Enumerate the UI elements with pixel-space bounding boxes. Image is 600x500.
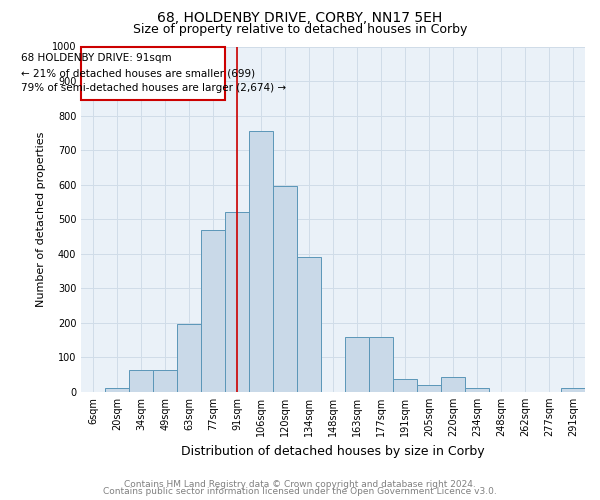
Bar	[225, 212, 249, 392]
Bar	[105, 388, 129, 392]
Text: Contains public sector information licensed under the Open Government Licence v3: Contains public sector information licen…	[103, 487, 497, 496]
Text: 68, HOLDENBY DRIVE, CORBY, NN17 5EH: 68, HOLDENBY DRIVE, CORBY, NN17 5EH	[157, 11, 443, 25]
Bar	[249, 131, 273, 392]
Bar	[393, 378, 417, 392]
Bar	[201, 230, 225, 392]
FancyBboxPatch shape	[81, 46, 225, 100]
Text: 68 HOLDENBY DRIVE: 91sqm
← 21% of detached houses are smaller (699)
79% of semi-: 68 HOLDENBY DRIVE: 91sqm ← 21% of detach…	[20, 54, 286, 93]
Bar	[441, 378, 465, 392]
Y-axis label: Number of detached properties: Number of detached properties	[36, 132, 46, 307]
Text: Size of property relative to detached houses in Corby: Size of property relative to detached ho…	[133, 22, 467, 36]
Bar	[177, 324, 201, 392]
Bar	[465, 388, 489, 392]
Bar	[345, 336, 369, 392]
Bar	[369, 336, 393, 392]
Bar	[129, 370, 153, 392]
X-axis label: Distribution of detached houses by size in Corby: Distribution of detached houses by size …	[181, 444, 485, 458]
Bar	[297, 257, 321, 392]
Bar	[417, 385, 441, 392]
Text: Contains HM Land Registry data © Crown copyright and database right 2024.: Contains HM Land Registry data © Crown c…	[124, 480, 476, 489]
Bar	[561, 388, 585, 392]
Bar	[273, 186, 297, 392]
Bar	[153, 370, 177, 392]
